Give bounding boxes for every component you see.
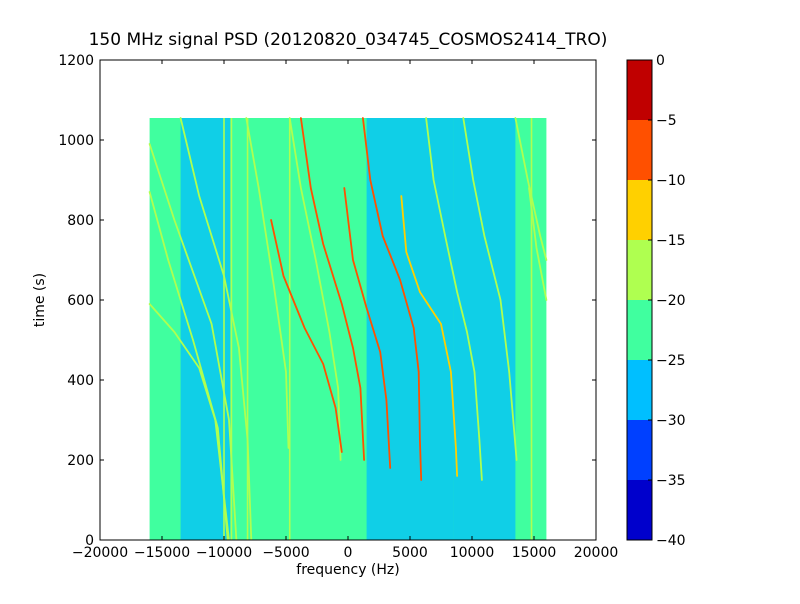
doppler-track-5 bbox=[288, 117, 342, 461]
doppler-track-7 bbox=[299, 117, 366, 461]
colorbar-segment bbox=[627, 180, 652, 240]
x-tick-label: 0 bbox=[344, 545, 353, 561]
x-tick-label: −10000 bbox=[196, 545, 252, 561]
colorbar-tick-label: −25 bbox=[656, 353, 686, 369]
y-tick-label: 600 bbox=[67, 293, 94, 309]
doppler-track-11 bbox=[425, 117, 483, 481]
colorbar-segment bbox=[627, 300, 652, 360]
colorbar-tick-label: −20 bbox=[656, 293, 686, 309]
x-tick-label: −15000 bbox=[134, 545, 190, 561]
doppler-track-3 bbox=[179, 117, 253, 540]
colorbar-segment bbox=[627, 480, 652, 540]
colorbar-tick-label: 0 bbox=[656, 53, 665, 69]
heatmap-band-1 bbox=[366, 118, 454, 540]
x-tick-label: −5000 bbox=[262, 545, 309, 561]
y-tick-label: 0 bbox=[85, 533, 94, 549]
colorbar-segment bbox=[627, 120, 652, 180]
doppler-track-13 bbox=[514, 117, 548, 261]
chart-title: 150 MHz signal PSD (20120820_034745_COSM… bbox=[88, 30, 608, 50]
doppler-track-10 bbox=[400, 195, 459, 477]
x-tick-label: −20000 bbox=[72, 545, 128, 561]
y-axis-label: time (s) bbox=[32, 272, 48, 328]
y-tick-label: 800 bbox=[67, 213, 94, 229]
doppler-track-6 bbox=[270, 219, 343, 453]
x-tick-label: 15000 bbox=[512, 545, 557, 561]
heatmap-band-2 bbox=[453, 118, 516, 540]
colorbar-tick-label: −35 bbox=[656, 473, 686, 489]
colorbar-segment bbox=[627, 420, 652, 480]
colorbar-tick-label: −40 bbox=[656, 533, 686, 549]
colorbar-segment bbox=[627, 240, 652, 300]
y-tick-label: 200 bbox=[67, 453, 94, 469]
x-tick-label: 20000 bbox=[574, 545, 619, 561]
y-tick-label: 400 bbox=[67, 373, 94, 389]
doppler-track-1 bbox=[148, 191, 229, 540]
colorbar-segment bbox=[627, 60, 652, 120]
doppler-track-12 bbox=[462, 117, 518, 461]
colorbar-segment bbox=[627, 360, 652, 420]
x-axis-label: frequency (Hz) bbox=[296, 562, 400, 578]
colorbar-tick-label: −15 bbox=[656, 233, 686, 249]
doppler-track-9 bbox=[361, 117, 423, 481]
y-tick-label: 1200 bbox=[58, 53, 94, 69]
doppler-track-8 bbox=[343, 187, 392, 469]
colorbar-tick-label: −30 bbox=[656, 413, 686, 429]
doppler-track-2 bbox=[148, 143, 238, 540]
x-tick-label: 5000 bbox=[392, 545, 428, 561]
y-tick-label: 1000 bbox=[58, 133, 94, 149]
doppler-track-4 bbox=[245, 117, 290, 449]
colorbar-tick-label: −5 bbox=[656, 113, 677, 129]
colorbar-tick-label: −10 bbox=[656, 173, 686, 189]
doppler-track-14 bbox=[528, 187, 548, 301]
x-tick-label: 10000 bbox=[450, 545, 495, 561]
